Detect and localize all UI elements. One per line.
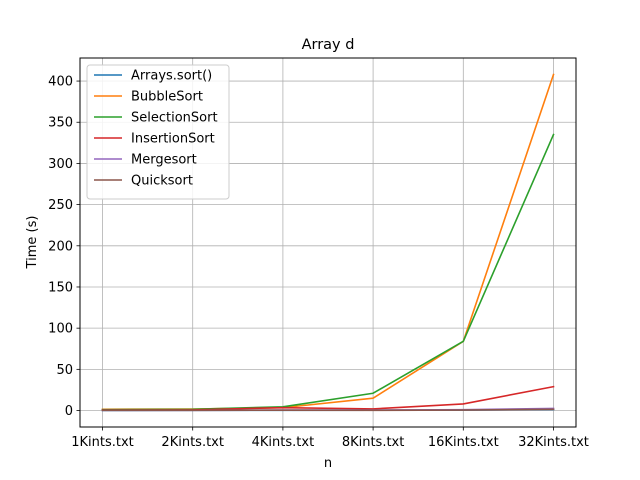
- y-tick-label: 50: [56, 363, 73, 378]
- y-tick-label: 250: [48, 198, 73, 213]
- grid: [80, 58, 576, 427]
- legend-label-bubblesort: BubbleSort: [131, 90, 203, 105]
- series-line-quicksort: [101, 408, 555, 412]
- y-tick-label: 200: [48, 239, 73, 254]
- y-tick-label: 100: [48, 322, 73, 337]
- x-tick-label: 1Kints.txt: [71, 435, 134, 450]
- y-tick-label: 0: [65, 404, 73, 419]
- x-tick-label: 8Kints.txt: [342, 435, 405, 450]
- legend-label-selectionsort: SelectionSort: [131, 111, 218, 126]
- x-tick-label: 4Kints.txt: [252, 435, 315, 450]
- y-tick-label: 300: [48, 157, 73, 172]
- x-tick-label: 16Kints.txt: [428, 435, 499, 450]
- legend-label-mergesort: Mergesort: [131, 153, 197, 168]
- legend-box: [86, 64, 230, 200]
- legend: Arrays.sort() BubbleSort SelectionSort Inse…: [86, 64, 230, 200]
- plot-area-frame: [79, 57, 577, 428]
- legend-label-quicksort: Quicksort: [131, 174, 193, 189]
- y-tick-label: 350: [48, 116, 73, 131]
- x-tick-label: 2Kints.txt: [161, 435, 224, 450]
- legend-label-arrays-sort: Arrays.sort(): [131, 69, 212, 84]
- axis-ticks: 1Kints.txt 2Kints.txt 4Kints.txt 8Kints.txt…: [48, 75, 589, 450]
- legend-label-insertionsort: InsertionSort: [131, 132, 215, 147]
- x-tick-label: 32Kints.txt: [518, 435, 589, 450]
- y-tick-label: 400: [48, 75, 73, 90]
- y-axis-title: Time (s): [25, 216, 40, 270]
- y-tick-label: 150: [48, 280, 73, 295]
- series-lines: [101, 73, 555, 412]
- x-axis-title: n: [324, 456, 332, 471]
- chart-title: Array d: [302, 37, 355, 53]
